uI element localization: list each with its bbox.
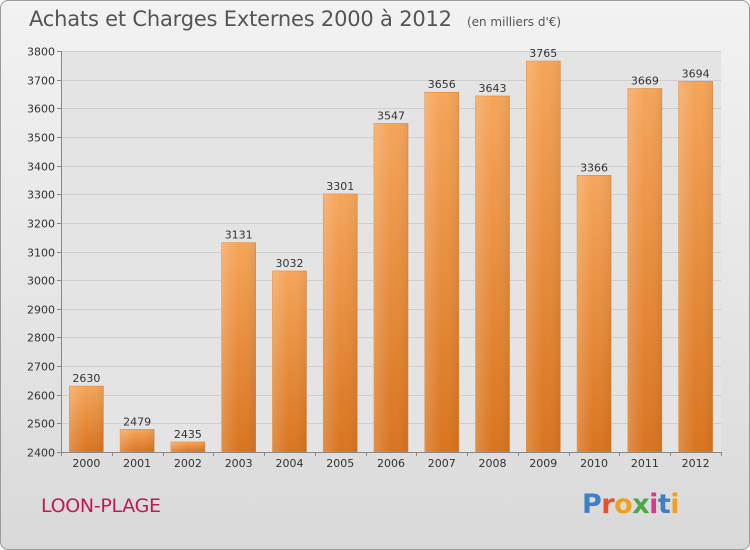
bar-value-label: 2630 <box>72 372 100 385</box>
y-tick-label: 3100 <box>27 247 55 260</box>
y-tick-label: 2900 <box>27 304 55 317</box>
bar-shine <box>69 386 104 452</box>
bar-shine <box>120 429 155 452</box>
x-tick-label: 2010 <box>580 457 608 470</box>
bars <box>69 60 713 453</box>
bar-value-label: 3643 <box>479 82 507 95</box>
bar-value-label: 3131 <box>225 229 253 242</box>
y-tick-label: 2400 <box>27 447 55 460</box>
y-tick-label: 3500 <box>27 132 55 145</box>
x-tick-label: 2008 <box>479 457 507 470</box>
bar-value-label: 3669 <box>631 75 659 88</box>
bar-shine <box>170 441 205 452</box>
x-tick-label: 2001 <box>123 457 151 470</box>
bar-value-label: 3656 <box>428 78 456 91</box>
y-tick-label: 2600 <box>27 390 55 403</box>
y-tick-label: 3700 <box>27 75 55 88</box>
x-tick-label: 2007 <box>428 457 456 470</box>
logo-letter: r <box>601 489 615 520</box>
title-row: Achats et Charges Externes 2000 à 2012 (… <box>29 7 561 31</box>
x-tick-label: 2000 <box>72 457 100 470</box>
bar-value-label: 3301 <box>326 180 354 193</box>
bar-shine <box>526 61 561 453</box>
y-tick-label: 3200 <box>27 218 55 231</box>
x-tick-label: 2011 <box>631 457 659 470</box>
bar-value-label: 3765 <box>529 47 557 60</box>
y-tick-label: 3600 <box>27 103 55 116</box>
bar-value-label: 2479 <box>123 415 151 428</box>
y-tick-label: 2800 <box>27 332 55 345</box>
y-tick-label: 3800 <box>27 46 55 59</box>
bar-shine <box>374 123 408 452</box>
bar-shine <box>678 81 713 453</box>
bar-shine <box>221 242 256 452</box>
logo-letter: x <box>632 489 650 520</box>
bar-shine <box>577 175 612 452</box>
bar-shine <box>272 270 307 452</box>
bar-value-label: 3366 <box>580 161 608 174</box>
logo-letter: P <box>582 489 602 520</box>
bar-value-label: 3694 <box>682 67 710 80</box>
chart-title: Achats et Charges Externes 2000 à 2012 <box>29 7 452 31</box>
y-tick-label: 3000 <box>27 275 55 288</box>
x-tick-label: 2006 <box>377 457 405 470</box>
y-tick-label: 3300 <box>27 189 55 202</box>
x-tick-label: 2009 <box>529 457 557 470</box>
location-label: LOON-PLAGE <box>41 495 161 517</box>
y-tick-label: 2500 <box>27 418 55 431</box>
x-tick-label: 2012 <box>682 457 710 470</box>
chart-unit: (en milliers d'€) <box>466 15 562 29</box>
bar-value-label: 2435 <box>174 428 202 441</box>
bar-shine <box>323 193 358 452</box>
proxiti-logo: Proxiti <box>582 489 680 520</box>
x-tick-label: 2005 <box>326 457 354 470</box>
bar-shine <box>475 95 510 452</box>
bar-shine <box>424 92 459 452</box>
bar-shine <box>627 88 662 452</box>
x-tick-label: 2002 <box>174 457 202 470</box>
logo-letter: o <box>614 489 633 520</box>
bar-value-label: 3032 <box>275 257 303 270</box>
logo-letter: i <box>649 489 658 520</box>
logo-letter: t <box>657 489 671 520</box>
logo-letter: i <box>670 489 680 520</box>
y-tick-label: 3400 <box>27 161 55 174</box>
axes: 2400 2500 2600 2700 2800 2900 3000 3100 3200 3300… <box>27 46 722 470</box>
value-labels: 2630 2479 2435 3131 3032 3301 3547 3656 3643 3765… <box>72 47 709 441</box>
y-tick-label: 2700 <box>27 361 55 374</box>
bar-value-label: 3547 <box>377 109 405 122</box>
x-tick-label: 2004 <box>275 457 303 470</box>
x-tick-label: 2003 <box>225 457 253 470</box>
